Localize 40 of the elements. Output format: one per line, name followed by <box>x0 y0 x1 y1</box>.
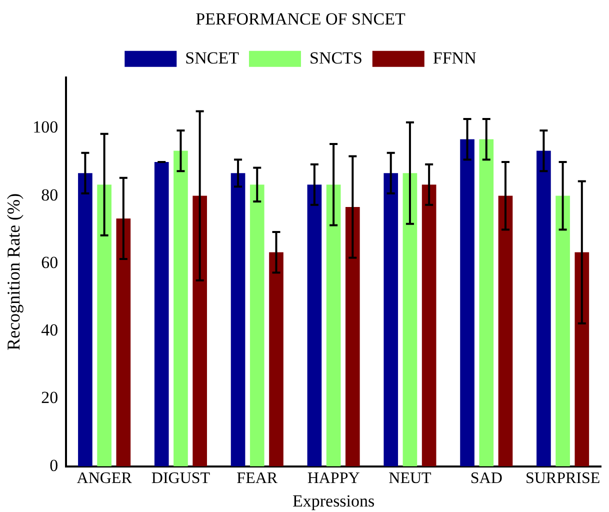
y-tick-label: 20 <box>41 388 58 408</box>
bar <box>116 218 131 466</box>
bar <box>556 196 570 466</box>
bar <box>574 252 590 466</box>
x-tick-label: DIGUST <box>151 470 210 488</box>
bar <box>154 162 169 466</box>
bar <box>422 184 436 466</box>
chart-title: PERFORMANCE OF SNCET <box>196 10 406 29</box>
legend-label: SNCET <box>185 48 240 68</box>
bar <box>250 184 264 466</box>
bar <box>230 173 246 466</box>
bar <box>536 150 551 466</box>
bar <box>307 184 322 466</box>
x-axis-title: Expressions <box>292 491 375 510</box>
bar <box>269 252 284 466</box>
y-tick-label: 0 <box>50 456 58 475</box>
bar <box>192 196 207 466</box>
x-tick-label: SURPRISE <box>525 470 600 488</box>
x-tick-label: SAD <box>470 470 502 488</box>
bar <box>498 196 513 466</box>
x-tick-label: NEUT <box>388 470 432 488</box>
y-axis-title: Recognition Rate (%) <box>4 193 24 350</box>
y-tick-label: 60 <box>41 252 58 272</box>
x-tick-label: FEAR <box>236 470 278 488</box>
bar <box>460 139 474 466</box>
bar <box>78 173 92 466</box>
bar <box>402 173 418 466</box>
y-tick-label: 80 <box>41 185 58 204</box>
legend-label: SNCTS <box>309 48 362 68</box>
bar <box>97 184 112 466</box>
bar <box>326 184 341 466</box>
bar <box>345 206 360 466</box>
bar <box>174 150 188 466</box>
y-tick-label: 40 <box>41 320 58 340</box>
legend-label: FFNN <box>432 48 476 68</box>
bar <box>479 139 494 466</box>
y-tick-label: 100 <box>32 118 58 137</box>
bar <box>384 173 398 466</box>
x-tick-label: HAPPY <box>307 470 360 488</box>
x-tick-label: ANGER <box>76 470 132 488</box>
